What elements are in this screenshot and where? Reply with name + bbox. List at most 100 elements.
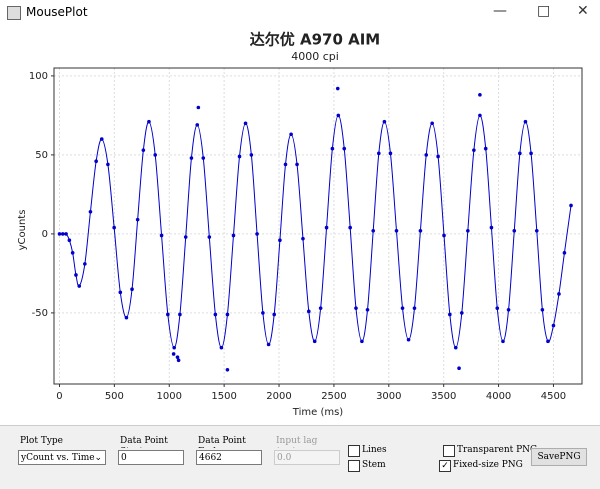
data-point — [489, 225, 494, 230]
data-point — [261, 311, 265, 315]
data-point — [551, 323, 556, 328]
transparent-checkbox[interactable] — [443, 445, 455, 457]
dropdown-arrow: ⌄ — [94, 453, 102, 463]
data-point — [118, 290, 123, 295]
plot-type-select[interactable]: yCount vs. Time ⌄ — [18, 450, 106, 465]
data-point — [207, 235, 212, 239]
data-point — [406, 337, 411, 342]
end-input[interactable]: 4662 — [196, 450, 262, 465]
transparent-label: Transparent PNG — [457, 445, 538, 455]
data-point — [94, 159, 98, 164]
lines-label: Lines — [362, 445, 387, 455]
data-point — [460, 311, 464, 315]
start-input[interactable]: 0 — [118, 450, 184, 465]
x-tick-label: 0 — [56, 391, 62, 402]
data-point — [99, 137, 104, 141]
end-value: 4662 — [199, 453, 222, 463]
data-point — [74, 273, 78, 277]
minimize-button[interactable]: — — [493, 3, 507, 19]
data-point — [189, 156, 194, 160]
lag-label: Input lag (ms) — [276, 436, 318, 448]
data-point — [348, 225, 352, 230]
data-point — [342, 146, 347, 151]
maximize-button[interactable]: □ — [537, 3, 551, 19]
data-point — [324, 225, 329, 230]
lines-checkbox[interactable] — [348, 445, 360, 457]
plot-area — [54, 68, 582, 384]
x-tick-label: 1500 — [211, 391, 236, 402]
x-axis-label: Time (ms) — [292, 407, 344, 418]
data-point — [466, 228, 470, 233]
data-point — [219, 345, 224, 350]
data-point — [382, 119, 387, 124]
data-point — [255, 232, 259, 236]
x-tick-label: 4000 — [486, 391, 511, 402]
data-point — [64, 232, 68, 236]
data-point — [400, 306, 405, 310]
data-point — [335, 86, 340, 91]
data-point — [306, 309, 311, 314]
data-point — [147, 119, 151, 124]
data-point — [172, 345, 176, 350]
data-point — [60, 232, 65, 236]
end-label: Data Point End — [198, 436, 246, 448]
data-point — [442, 233, 446, 238]
y-tick-label: 100 — [29, 71, 48, 82]
data-point — [289, 132, 293, 137]
data-point — [457, 366, 461, 371]
data-point — [472, 148, 476, 152]
window-title: MousePlot — [26, 5, 88, 19]
x-tick-label: 3500 — [431, 391, 456, 402]
data-point — [388, 151, 393, 156]
data-point — [77, 284, 82, 288]
data-point — [534, 228, 539, 233]
data-point — [237, 154, 242, 159]
data-point — [478, 113, 482, 118]
data-point — [135, 217, 140, 222]
data-point — [272, 312, 277, 317]
start-value: 0 — [121, 453, 127, 463]
chart-title: 达尔优 A970 AIM — [250, 31, 380, 49]
fixed-label: Fixed-size PNG — [453, 460, 523, 470]
data-point — [183, 235, 188, 239]
data-point — [124, 315, 129, 320]
data-point — [171, 352, 176, 356]
title-bar: MousePlot — □ ✕ — [0, 0, 600, 26]
data-point — [176, 358, 181, 363]
stem-checkbox[interactable] — [348, 460, 360, 472]
x-tick-label: 4500 — [541, 391, 566, 402]
save-button[interactable]: SavePNG — [531, 448, 587, 466]
x-tick-label: 2000 — [266, 391, 291, 402]
data-point — [336, 113, 341, 118]
data-point — [436, 154, 440, 159]
plot-type-label: Plot Type — [20, 436, 64, 446]
fixed-checkbox[interactable]: ✓ — [439, 460, 451, 472]
y-axis-label: yCounts — [17, 210, 28, 251]
data-point — [506, 307, 511, 312]
data-point — [195, 123, 200, 127]
data-point — [112, 225, 116, 230]
data-point — [130, 287, 134, 292]
data-point — [278, 238, 282, 243]
x-tick-label: 3000 — [376, 391, 401, 402]
data-point — [141, 148, 146, 152]
chart-subtitle: 4000 cpi — [291, 50, 339, 63]
x-tick-label: 1000 — [157, 391, 182, 402]
data-point — [394, 228, 399, 233]
data-point — [557, 292, 561, 296]
data-point — [529, 151, 533, 156]
data-point — [540, 307, 545, 312]
app-icon — [7, 6, 21, 20]
data-point — [225, 312, 230, 317]
data-point — [231, 233, 236, 238]
data-point — [562, 251, 567, 255]
data-point — [88, 209, 93, 214]
data-point — [213, 312, 218, 317]
close-button[interactable]: ✕ — [577, 3, 589, 19]
data-point — [546, 339, 550, 344]
data-point — [418, 228, 423, 233]
plot-type-value: yCount vs. Time — [21, 453, 95, 463]
data-point — [365, 307, 370, 312]
data-point — [512, 228, 517, 233]
